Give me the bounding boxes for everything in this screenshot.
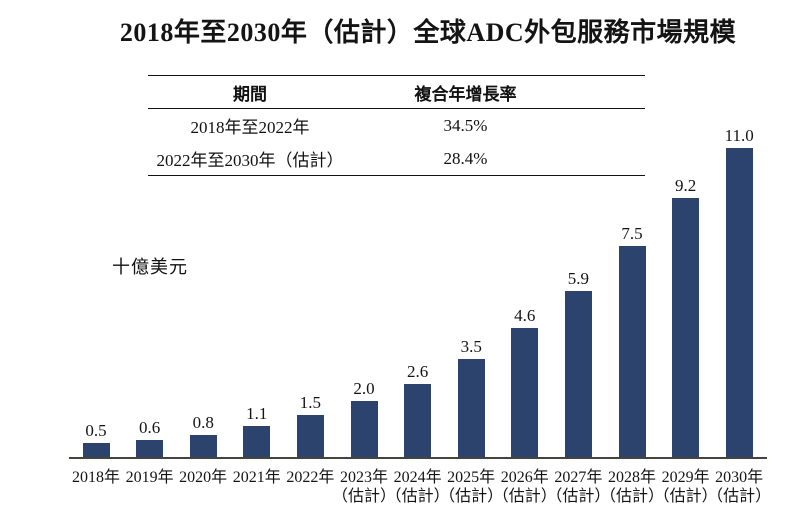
x-tick-label: 2023年 （估計） bbox=[331, 469, 396, 505]
x-tick-label: 2028年 （估計） bbox=[599, 469, 664, 505]
bar-2021年 bbox=[243, 426, 271, 457]
bar-2025年 bbox=[457, 359, 485, 457]
table-row: 2022年至2030年（估計） 28.4% bbox=[148, 142, 645, 176]
bar-value-label: 2.0 bbox=[353, 379, 375, 398]
x-tick-label: 2022年 bbox=[286, 469, 335, 486]
bar-2024年 bbox=[404, 384, 432, 457]
bar-2030年 bbox=[725, 148, 753, 457]
x-tick-label: 2018年 bbox=[71, 469, 120, 486]
x-tick-label: 2027年 （估計） bbox=[546, 469, 611, 505]
cagr-value-cell: 34.5% bbox=[443, 115, 488, 135]
bar-chart: 0.5 2018年 0.6 2019年 0.8 2020年 1.1 2021年 1.5 2022年… bbox=[69, 126, 771, 505]
table-header-cagr: 複合年增長率 bbox=[352, 75, 645, 109]
cagr-value-cell: 28.4% bbox=[443, 148, 488, 168]
bar-2023年 bbox=[350, 401, 378, 457]
x-tick-label: 2025年 （估計） bbox=[439, 469, 504, 505]
bar-2022年 bbox=[296, 415, 324, 457]
bar-2018年 bbox=[82, 443, 110, 457]
bar-2020年 bbox=[189, 435, 217, 457]
bar-value-label: 5.9 bbox=[567, 269, 590, 288]
x-tick-label: 2019年 bbox=[125, 469, 174, 486]
bar-value-label: 11.0 bbox=[724, 126, 754, 145]
x-tick-label: 2024年 （估計） bbox=[385, 469, 450, 505]
bar-value-label: 1.5 bbox=[299, 393, 322, 412]
x-tick-label: 2029年 （估計） bbox=[653, 469, 718, 505]
bar-value-label: 4.6 bbox=[514, 306, 536, 325]
bar-2028年 bbox=[618, 246, 646, 457]
bar-2019年 bbox=[136, 440, 164, 457]
x-tick-label: 2020年 bbox=[179, 469, 228, 486]
bar-value-label: 0.5 bbox=[85, 421, 107, 440]
y-axis-unit-label: 十億美元 bbox=[112, 257, 188, 277]
bar-value-label: 9.2 bbox=[674, 176, 697, 195]
x-tick-label: 2030年 （估計） bbox=[707, 469, 772, 505]
x-tick-label: 2021年 bbox=[232, 469, 281, 486]
bar-value-label: 0.6 bbox=[138, 418, 161, 437]
chart-title: 2018年至2030年（估計）全球ADC外包服務市場規模 bbox=[119, 18, 737, 47]
table-header-period: 期間 bbox=[148, 75, 352, 109]
bar-2026年 bbox=[511, 328, 539, 457]
bar-value-label: 0.8 bbox=[192, 413, 214, 432]
cagr-table: 期間 複合年增長率 2018年至2022年 34.5% 2022年至2030年（… bbox=[148, 75, 645, 176]
period-cell: 2022年至2030年（估計） bbox=[156, 151, 344, 170]
bar-value-label: 7.5 bbox=[621, 224, 643, 243]
period-cell: 2018年至2022年 bbox=[190, 118, 310, 137]
bar-value-label: 2.6 bbox=[406, 362, 429, 381]
x-tick-label: 2026年 （估計） bbox=[492, 469, 557, 505]
table-row: 2018年至2022年 34.5% bbox=[148, 109, 645, 143]
bar-2029年 bbox=[672, 198, 700, 457]
bar-value-label: 1.1 bbox=[246, 404, 268, 423]
bar-value-label: 3.5 bbox=[460, 337, 482, 356]
bar-2027年 bbox=[564, 291, 592, 457]
table-header-row: 期間 複合年增長率 bbox=[148, 75, 645, 109]
